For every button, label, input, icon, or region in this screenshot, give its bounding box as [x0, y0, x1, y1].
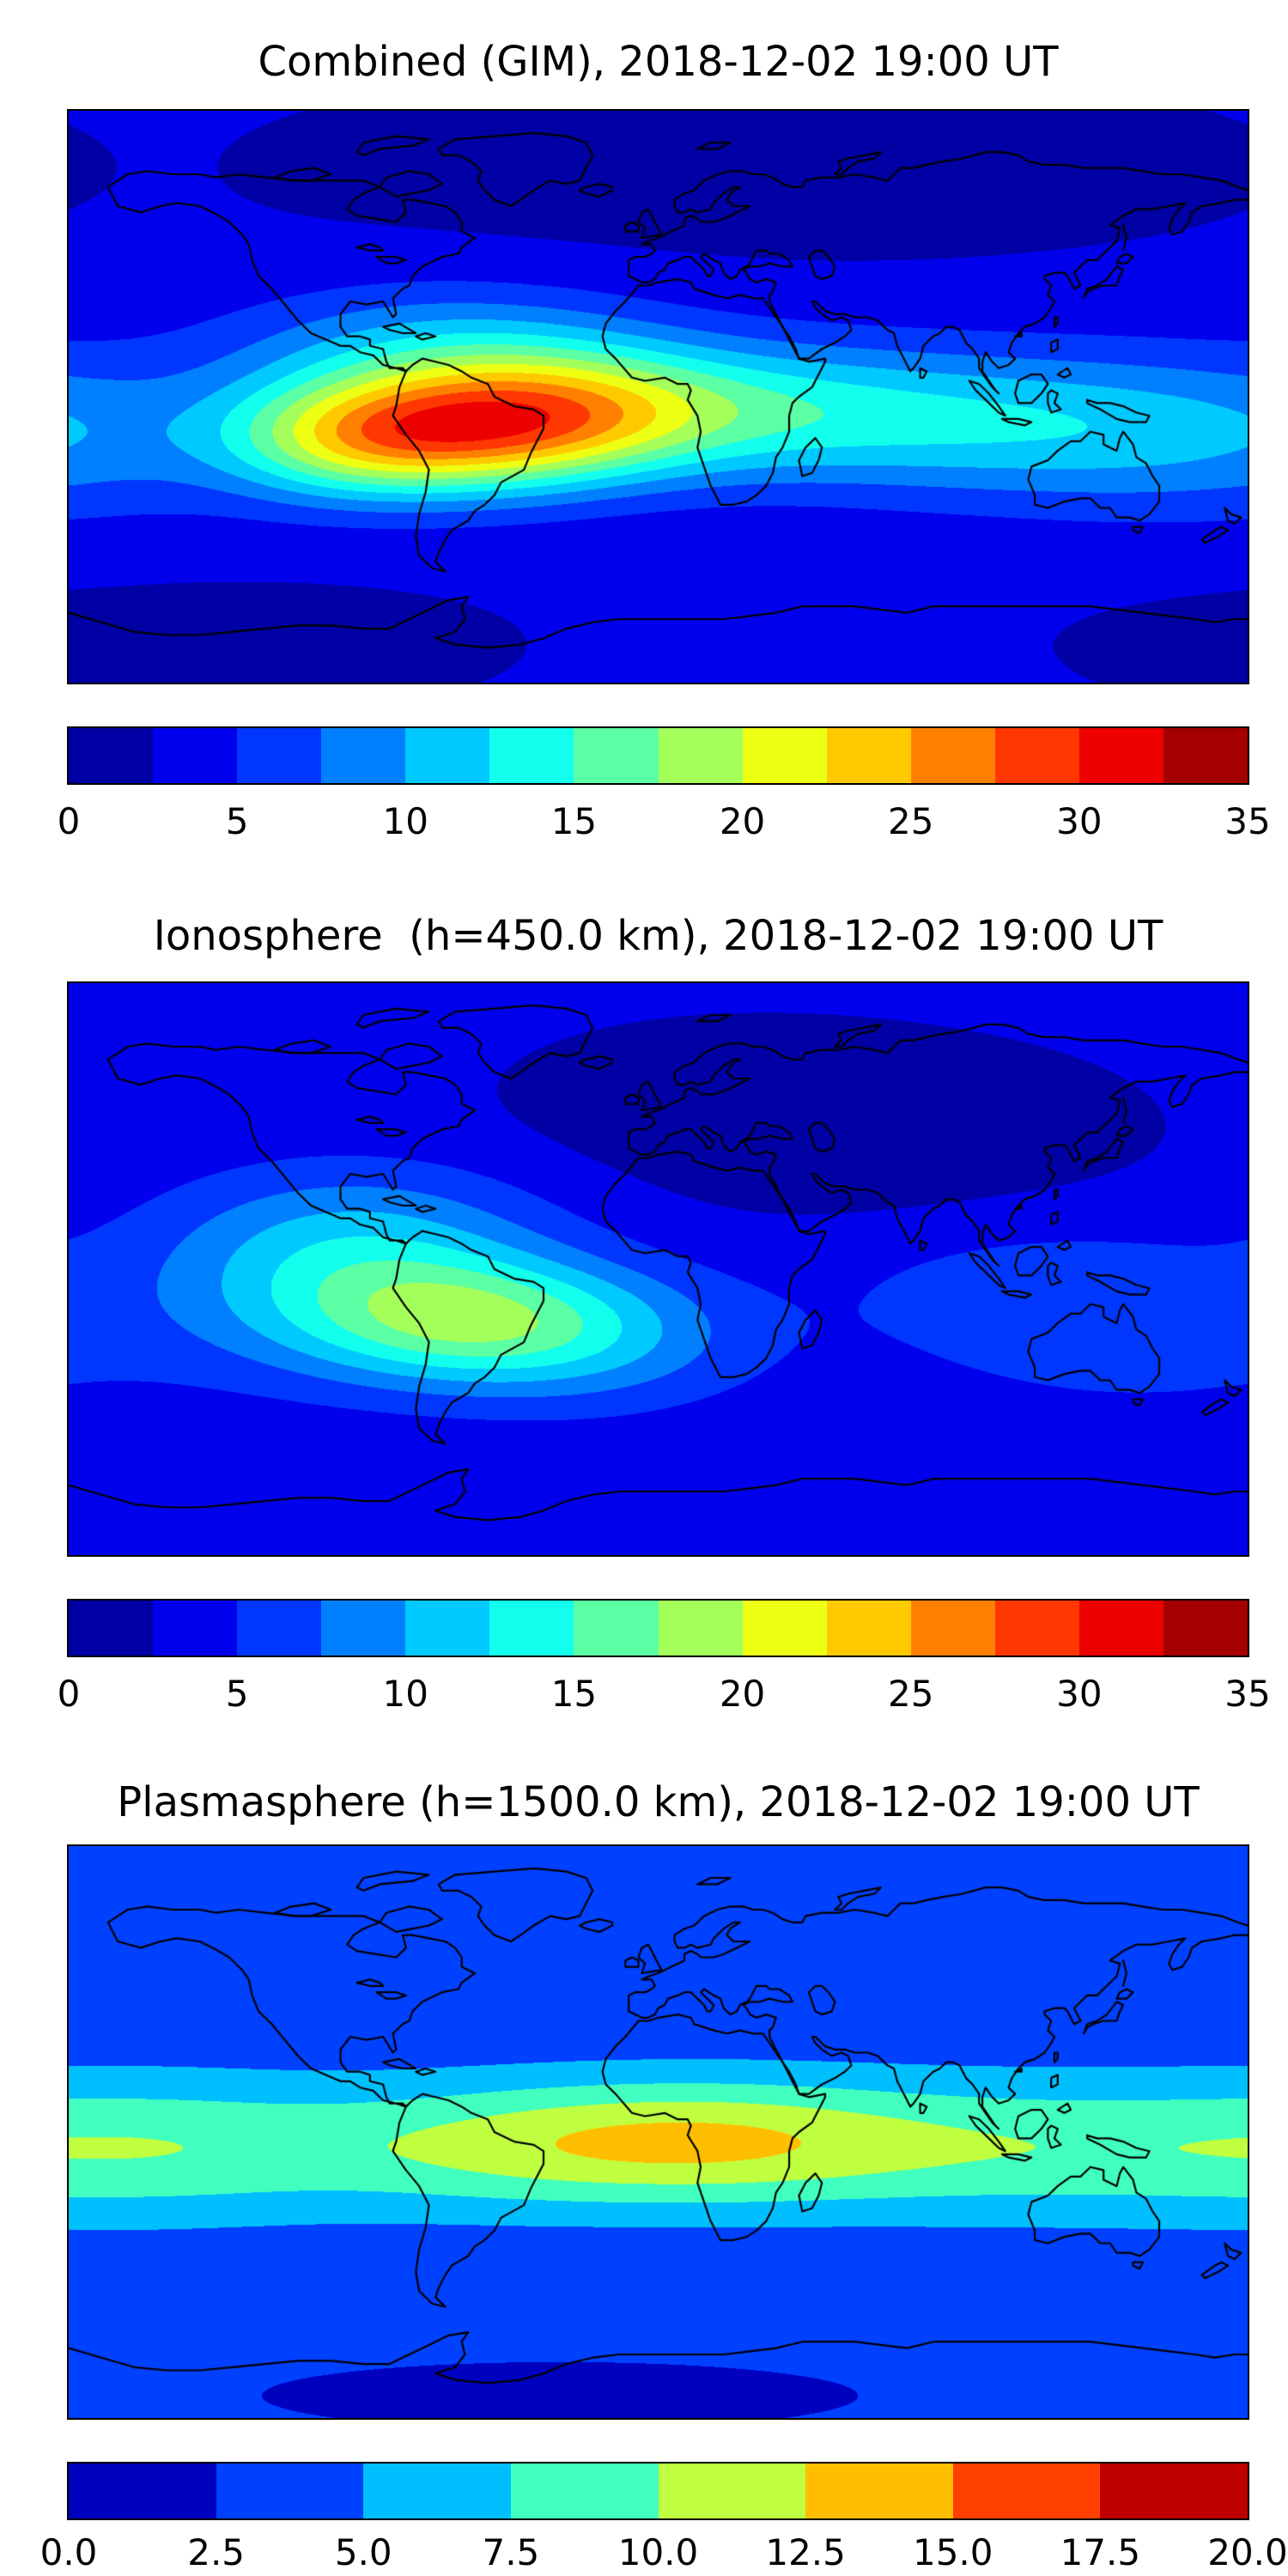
- colorbar-segment: [1100, 2464, 1248, 2518]
- colorbar-segment: [742, 1601, 827, 1656]
- colorbar-segment: [1163, 1601, 1249, 1656]
- colorbar-tick-label: 5.0: [334, 2531, 392, 2573]
- panel-title-plasmasphere: Plasmasphere (h=1500.0 km), 2018-12-02 1…: [117, 1778, 1200, 1826]
- colorbar-tick-label: 7.5: [482, 2531, 540, 2573]
- colorbar-segment: [574, 728, 659, 783]
- colorbar-tick-label: 5: [225, 800, 249, 842]
- colorbar-segment: [658, 2464, 806, 2518]
- colorbar-segment: [405, 1601, 490, 1656]
- colorbar-segment: [658, 1601, 743, 1656]
- colorbar-tick-label: 15: [550, 800, 598, 842]
- colorbar-segment: [994, 728, 1079, 783]
- map-combined: [67, 109, 1249, 684]
- colorbar-segment: [574, 1601, 659, 1656]
- colorbar-tick-label: 10: [382, 1673, 429, 1715]
- colorbar-segment: [237, 1601, 322, 1656]
- colorbar-segment: [1163, 728, 1249, 783]
- colorbar-tick-label: 30: [1056, 1673, 1103, 1715]
- colorbar-segment: [826, 1601, 911, 1656]
- colorbar-segment: [826, 728, 911, 783]
- colorbar-segment: [489, 1601, 574, 1656]
- colorbar-ionosphere: [67, 1599, 1249, 1657]
- colorbar-segment: [805, 2464, 953, 2518]
- colorbar-tick-label: 0: [57, 800, 81, 842]
- colorbar-segment: [1078, 728, 1164, 783]
- colorbar-tick-label: 25: [887, 800, 934, 842]
- map-plasmasphere: [67, 1844, 1249, 2420]
- colorbar-tick-label: 35: [1224, 1673, 1271, 1715]
- colorbar-tick-label: 0.0: [39, 2531, 98, 2573]
- panel-title-ionosphere: Ionosphere (h=450.0 km), 2018-12-02 19:0…: [153, 912, 1163, 960]
- colorbar-tick-label: 12.5: [765, 2531, 846, 2573]
- map-ionosphere: [67, 981, 1249, 1557]
- colorbar-segment: [216, 2464, 364, 2518]
- colorbar-tick-label: 0: [57, 1673, 81, 1715]
- colorbar-segment: [910, 728, 995, 783]
- colorbar-tick-label: 10.0: [617, 2531, 699, 2573]
- colorbar-segment: [153, 728, 238, 783]
- colorbar-plasmasphere: [67, 2462, 1249, 2520]
- map-canvas-ionosphere: [69, 983, 1248, 1555]
- colorbar-tick-label: 20.0: [1207, 2531, 1288, 2573]
- colorbar-tick-label: 15.0: [912, 2531, 993, 2573]
- colorbar-tick-label: 10: [382, 800, 429, 842]
- colorbar-segment: [363, 2464, 511, 2518]
- colorbar-tick-label: 2.5: [187, 2531, 246, 2573]
- colorbar-segment: [742, 728, 827, 783]
- colorbar-tick-labels-combined: 0 5 10 15 20 25 30 35: [58, 800, 1271, 843]
- colorbar-tick-label: 5: [225, 1673, 249, 1715]
- colorbar-segment: [658, 728, 743, 783]
- colorbar-segment: [405, 728, 490, 783]
- colorbar-tick-label: 20: [719, 1673, 766, 1715]
- colorbar-tick-label: 20: [719, 800, 766, 842]
- colorbar-segment: [69, 1601, 154, 1656]
- colorbar-segment: [510, 2464, 659, 2518]
- colorbar-segment: [321, 1601, 406, 1656]
- colorbar-segment: [489, 728, 574, 783]
- colorbar-segment: [952, 2464, 1101, 2518]
- colorbar-tick-labels-plasmasphere: 0.0 2.5 5.0 7.5 10.0 12.5 15.0 17.5 20.0: [40, 2531, 1288, 2574]
- colorbar-combined: [67, 726, 1249, 785]
- colorbar-tick-label: 30: [1056, 800, 1103, 842]
- colorbar-segment: [69, 728, 154, 783]
- colorbar-tick-labels-ionosphere: 0 5 10 15 20 25 30 35: [58, 1673, 1271, 1716]
- map-canvas-combined: [69, 111, 1248, 683]
- colorbar-tick-label: 15: [550, 1673, 598, 1715]
- colorbar-tick-label: 17.5: [1060, 2531, 1141, 2573]
- colorbar-tick-label: 25: [887, 1673, 934, 1715]
- colorbar-segment: [69, 2464, 216, 2518]
- colorbar-tick-label: 35: [1224, 800, 1271, 842]
- colorbar-segment: [153, 1601, 238, 1656]
- colorbar-segment: [1078, 1601, 1164, 1656]
- colorbar-segment: [994, 1601, 1079, 1656]
- map-canvas-plasmasphere: [69, 1846, 1248, 2418]
- colorbar-segment: [237, 728, 322, 783]
- panel-title-combined: Combined (GIM), 2018-12-02 19:00 UT: [258, 38, 1059, 86]
- colorbar-segment: [910, 1601, 995, 1656]
- colorbar-segment: [321, 728, 406, 783]
